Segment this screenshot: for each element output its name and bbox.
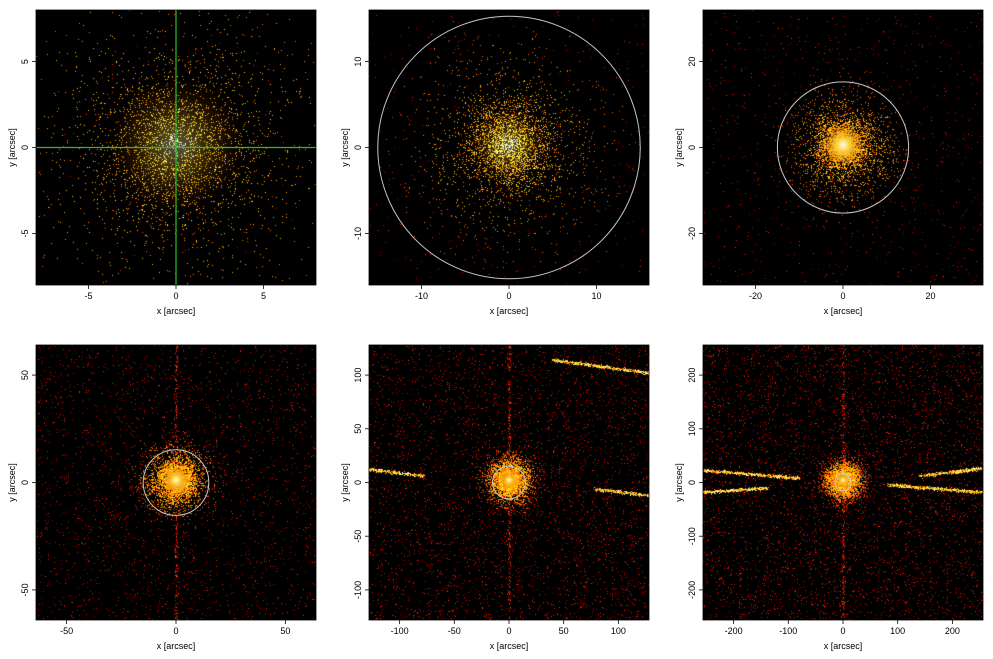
y-axis-label: y [arcsec] <box>674 463 684 502</box>
image-panel-2: -10 0 10 -10 0 10 x [arcsec] y [arcsec] <box>340 9 650 316</box>
y-tick-label: 0 <box>20 145 30 150</box>
y-tick-label: -20 <box>687 227 697 240</box>
y-tick-label: 10 <box>353 57 363 67</box>
x-tick-label: 0 <box>840 626 845 636</box>
y-tick-label: -200 <box>687 581 697 599</box>
x-tick-label: 0 <box>173 291 178 301</box>
y-tick-label: 100 <box>353 368 363 383</box>
x-tick-label: 0 <box>506 626 511 636</box>
x-tick-label: 100 <box>611 626 626 636</box>
x-tick-label: -10 <box>415 291 428 301</box>
count-image <box>36 345 316 620</box>
x-axis-label: x [arcsec] <box>157 641 196 651</box>
y-tick-label: 100 <box>687 421 697 436</box>
y-tick-label: 50 <box>353 424 363 434</box>
x-tick-label: 10 <box>591 291 601 301</box>
x-tick-label: 50 <box>280 626 290 636</box>
y-tick-label: -100 <box>687 527 697 545</box>
x-tick-label: 100 <box>890 626 905 636</box>
y-tick-label: 200 <box>687 368 697 383</box>
image-panel-3: -20 0 20 -20 0 20 x [arcsec] y [arcsec] <box>674 9 984 316</box>
count-image <box>703 10 983 285</box>
image-panel-1: -5 0 5 -5 0 5 x [arcsec] y [arcsec] <box>7 9 317 316</box>
x-tick-label: 0 <box>506 291 511 301</box>
y-tick-label: -50 <box>20 583 30 596</box>
y-tick-label: 50 <box>20 370 30 380</box>
count-image <box>369 10 649 285</box>
x-axis-label: x [arcsec] <box>824 641 863 651</box>
image-panel-6: -200 -100 0 100 200 -200 -100 0 100 200 x [arcsec]… <box>674 344 984 651</box>
x-tick-label: -50 <box>60 626 73 636</box>
x-tick-label: 50 <box>559 626 569 636</box>
count-image <box>703 345 983 620</box>
y-axis-label: y [arcsec] <box>674 128 684 167</box>
x-tick-label: 0 <box>173 626 178 636</box>
y-tick-label: 0 <box>20 480 30 485</box>
y-tick-label: 0 <box>353 145 363 150</box>
extraction-circle <box>834 473 852 492</box>
y-axis-label: y [arcsec] <box>7 128 17 167</box>
x-tick-label: -200 <box>725 626 743 636</box>
x-axis-label: x [arcsec] <box>157 306 196 316</box>
x-tick-label: 20 <box>925 291 935 301</box>
y-tick-label: -10 <box>353 227 363 240</box>
extraction-circle <box>776 81 910 214</box>
y-axis-label: y [arcsec] <box>340 128 350 167</box>
x-tick-label: 200 <box>945 626 960 636</box>
y-axis-label: y [arcsec] <box>7 463 17 502</box>
y-tick-label: -100 <box>353 581 363 599</box>
image-panel-5: -100 -50 0 50 100 -100 -50 0 50 100 x [arcsec] y [a… <box>340 344 650 651</box>
y-tick-label: -50 <box>353 530 363 543</box>
y-tick-label: 0 <box>687 145 697 150</box>
y-tick-label: -5 <box>20 229 30 237</box>
y-tick-label: 0 <box>353 480 363 485</box>
x-tick-label: -5 <box>84 291 92 301</box>
y-axis-label: y [arcsec] <box>340 463 350 502</box>
x-axis-label: x [arcsec] <box>490 641 529 651</box>
y-tick-label: 5 <box>20 59 30 64</box>
y-tick-label: 0 <box>687 480 697 485</box>
y-tick-label: 20 <box>687 57 697 67</box>
x-axis-label: x [arcsec] <box>490 306 529 316</box>
x-tick-label: -20 <box>749 291 762 301</box>
x-tick-label: 5 <box>261 291 266 301</box>
x-tick-label: -100 <box>391 626 409 636</box>
image-panel-4: -50 0 50 -50 0 50 x [arcsec] y [arcsec] <box>7 344 317 651</box>
extraction-circle <box>492 465 526 500</box>
extraction-circle <box>377 15 641 280</box>
x-axis-label: x [arcsec] <box>824 306 863 316</box>
x-tick-label: -50 <box>448 626 461 636</box>
x-tick-label: 0 <box>840 291 845 301</box>
extraction-circle <box>142 449 210 516</box>
count-image <box>369 345 649 620</box>
x-tick-label: -100 <box>779 626 797 636</box>
